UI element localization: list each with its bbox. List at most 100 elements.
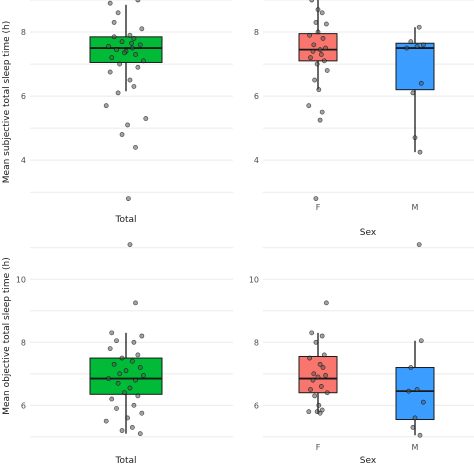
x-axis-title-sex-top: Sex (360, 228, 377, 238)
data-point (109, 330, 115, 336)
data-point (310, 48, 316, 54)
y-axis-title-subjective: Mean subjective total sleep time (h) (2, 21, 12, 183)
data-point (317, 47, 323, 53)
data-point (317, 117, 323, 123)
data-point (125, 122, 130, 128)
data-point (319, 109, 325, 115)
panel-subjective-by-sex: 4 6 8 F M (254, 0, 474, 212)
data-point (408, 365, 414, 370)
data-point (139, 26, 145, 32)
data-point (312, 393, 318, 399)
x-tick-label: F (316, 443, 321, 452)
data-point (107, 346, 113, 352)
data-point (119, 355, 125, 361)
data-point (137, 431, 143, 437)
data-point (114, 406, 119, 411)
data-point (127, 385, 133, 391)
y-axis-title-objective: Mean objective total sleep time (h) (2, 257, 12, 415)
data-point (324, 68, 330, 73)
data-point (141, 372, 146, 378)
data-point (318, 384, 324, 389)
data-point (106, 44, 111, 49)
data-point (324, 390, 330, 396)
data-point (308, 387, 313, 392)
y-tick-label: 6 (254, 401, 259, 410)
data-point (139, 333, 145, 339)
data-point (127, 242, 133, 248)
data-point (310, 377, 316, 383)
y-tick-label: 6 (21, 401, 26, 410)
data-point (306, 103, 312, 109)
data-point (313, 20, 319, 25)
data-point (313, 196, 319, 201)
data-point (131, 402, 137, 408)
data-point (316, 402, 322, 408)
data-point (111, 20, 117, 25)
data-point (417, 432, 423, 438)
y-tick-label: 8 (21, 338, 26, 347)
data-point (129, 45, 135, 51)
x-axis-title-total-bottom: Total (114, 456, 136, 464)
data-point (314, 61, 320, 67)
data-point (309, 0, 315, 3)
data-point (131, 339, 137, 345)
data-point (114, 47, 119, 53)
y-tick-label: 10 (16, 275, 26, 284)
data-point (133, 300, 138, 306)
data-point (312, 77, 318, 83)
data-point (123, 368, 129, 374)
data-point (416, 242, 422, 248)
data-point (308, 55, 313, 61)
data-point (103, 418, 109, 424)
y-tick-label: 6 (21, 92, 26, 101)
box-M (395, 367, 435, 421)
data-point (321, 352, 327, 358)
data-point (320, 365, 326, 370)
data-point (129, 424, 135, 430)
data-point (313, 339, 319, 345)
data-point (119, 132, 125, 137)
data-point (412, 415, 418, 421)
data-point (131, 36, 137, 41)
data-point (311, 371, 317, 377)
data-point (412, 135, 418, 141)
data-point (323, 45, 328, 51)
data-point (133, 52, 138, 57)
data-point (107, 0, 113, 6)
x-tick-label: M (412, 203, 419, 212)
data-point (410, 424, 416, 430)
data-point (143, 116, 149, 121)
data-point (406, 388, 412, 394)
data-point (317, 361, 323, 367)
y-tick-label: 4 (21, 156, 26, 165)
data-point (418, 338, 424, 344)
data-point (321, 58, 327, 64)
data-point (323, 21, 329, 27)
data-point (133, 377, 138, 383)
y-tick-label: 8 (254, 338, 259, 347)
data-point (314, 409, 320, 415)
data-point (420, 399, 426, 405)
data-point (129, 40, 134, 46)
data-point (319, 333, 325, 339)
data-point (115, 380, 121, 386)
data-point (135, 0, 141, 3)
data-point (114, 338, 119, 344)
data-point (127, 32, 133, 38)
data-point (135, 352, 141, 358)
data-point (320, 36, 326, 41)
data-point (122, 390, 127, 396)
data-point (106, 376, 111, 381)
panel-objective-total: 6 8 10 (16, 242, 233, 438)
x-tick-label: Total (114, 215, 136, 225)
data-point (307, 355, 313, 361)
data-point (315, 7, 321, 13)
panel-subjective-total: 4 6 8 Total (21, 0, 233, 225)
y-tick-label: 10 (249, 275, 259, 284)
x-tick-label: F (316, 203, 321, 212)
x-axis-title-sex-bottom: Sex (360, 456, 377, 464)
data-point (111, 34, 117, 40)
data-point (416, 24, 422, 30)
data-point (323, 372, 328, 378)
